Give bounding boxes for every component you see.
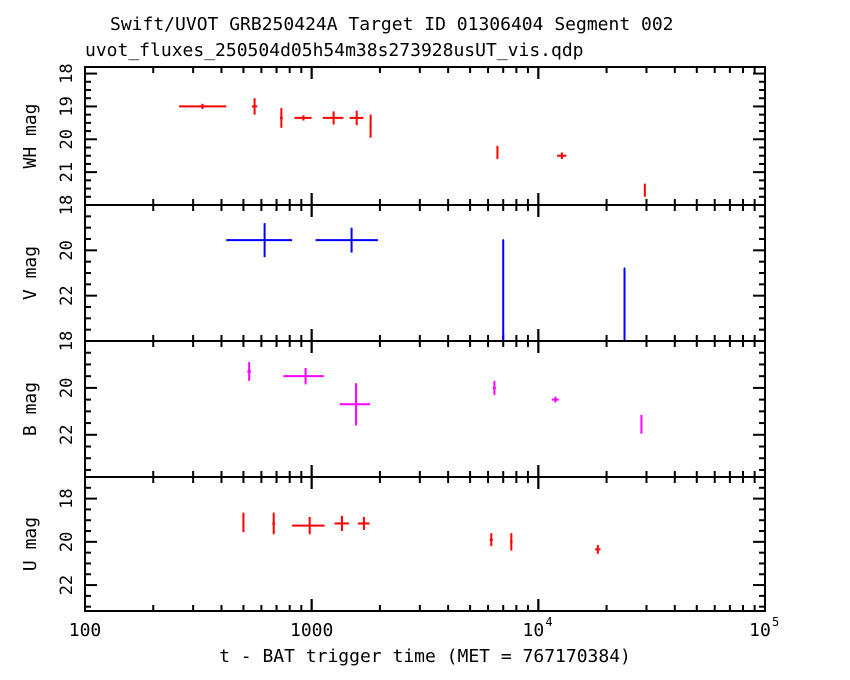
y-tick-label: 22 [57,285,77,305]
panel-frame [84,340,766,478]
y-tick-label: 18 [57,331,77,351]
x-tick-label: 10 [522,620,544,641]
y-tick-label: 18 [57,63,77,83]
y-axis-label: V mag [20,246,41,300]
y-tick-label: 19 [57,96,77,116]
x-tick-label: 10 [749,620,771,641]
y-tick-label: 20 [57,129,77,149]
chart-title: Swift/UVOT GRB250424A Target ID 01306404… [110,14,674,35]
panel-frame [84,204,766,342]
x-tick-label: 100 [69,620,102,641]
y-tick-label: 21 [57,162,77,182]
y-tick-label: 22 [57,575,77,595]
x-tick-label-exponent: 4 [545,615,552,629]
x-tick-label: 1000 [290,620,333,641]
y-axis-label: U mag [20,517,41,571]
y-tick-label: 20 [57,378,77,398]
panel-frame [84,476,766,612]
panel-frame [84,66,766,206]
x-tick-label-exponent: 5 [772,615,779,629]
x-axis-label: t - BAT trigger time (MET = 767170384) [219,646,631,667]
chart-subtitle: uvot_fluxes_250504d05h54m38s273928usUT_v… [85,40,584,61]
y-tick-label: 20 [57,240,77,260]
y-tick-label: 22 [57,425,77,445]
y-tick-label: 18 [57,195,77,215]
y-axis-label: B mag [20,382,41,436]
y-tick-label: 20 [57,532,77,552]
y-tick-label: 18 [57,488,77,508]
y-axis-label: WH mag [20,103,41,168]
